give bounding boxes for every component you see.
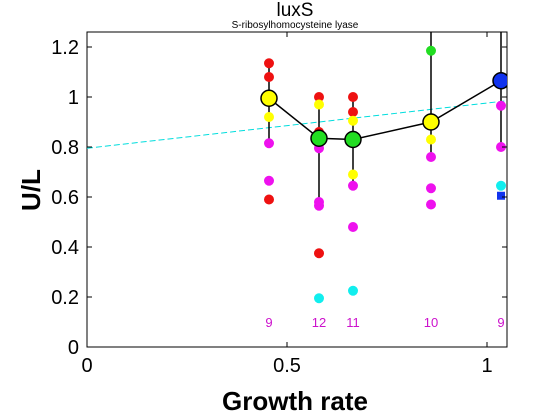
data-point: [496, 142, 506, 152]
data-point: [426, 199, 436, 210]
x-axis-label: Growth rate: [222, 386, 368, 416]
x-tick-label: 0.5: [273, 355, 301, 377]
plot-area: 0 0.5 100.20.40.60.811.29 12 11 10 9: [51, 31, 508, 377]
x-tick-label: 1: [481, 355, 492, 377]
sample-count-label: 10: [424, 315, 438, 330]
data-point: [348, 92, 358, 102]
data-point: [314, 99, 324, 110]
data-point: [426, 152, 436, 162]
data-point: [314, 293, 324, 304]
y-axis-label: U/L: [16, 169, 46, 211]
sample-count-label: 9: [265, 315, 272, 330]
chart-title: luxS: [277, 0, 314, 21]
data-point: [264, 194, 274, 205]
data-point: [496, 180, 506, 191]
y-tick-label: 0: [68, 337, 79, 359]
mean-marker: [422, 113, 440, 131]
mean-marker: [310, 129, 328, 147]
data-point: [496, 100, 506, 111]
trend-line: [87, 100, 507, 149]
data-point: [314, 92, 324, 102]
y-tick-label: 0.4: [51, 237, 79, 259]
sample-count-label: 12: [312, 315, 326, 330]
data-point: [348, 180, 358, 191]
data-point: [426, 45, 436, 56]
data-point: [348, 285, 358, 296]
data-point: [426, 134, 436, 145]
mean-marker: [260, 89, 278, 107]
data-point: [426, 183, 436, 194]
mean-marker: [492, 72, 507, 90]
y-tick-label: 0.8: [51, 137, 79, 159]
data-point: [348, 222, 358, 232]
x-tick-label: 0: [81, 355, 92, 377]
sample-count-label: 11: [346, 315, 360, 330]
data-point: [264, 138, 274, 149]
data-point: [348, 115, 358, 126]
axes-box: [86, 31, 508, 348]
data-point: [264, 112, 274, 122]
sample-count-label: 9: [497, 315, 504, 330]
data-point: [314, 248, 324, 259]
plot-content: [87, 32, 507, 304]
data-point: [264, 72, 274, 82]
data-point-square: [497, 191, 505, 200]
data-point: [314, 200, 324, 211]
y-tick-label: 1.2: [51, 37, 79, 59]
data-point: [348, 107, 358, 117]
chart-subtitle: S-ribosylhomocysteine lyase: [232, 20, 359, 31]
y-tick-label: 0.6: [51, 187, 79, 209]
y-tick-label: 0.2: [51, 287, 79, 309]
y-tick-label: 1: [68, 87, 79, 109]
data-point: [348, 169, 358, 180]
data-point: [264, 175, 274, 186]
mean-marker: [344, 130, 362, 149]
data-point: [264, 58, 274, 69]
